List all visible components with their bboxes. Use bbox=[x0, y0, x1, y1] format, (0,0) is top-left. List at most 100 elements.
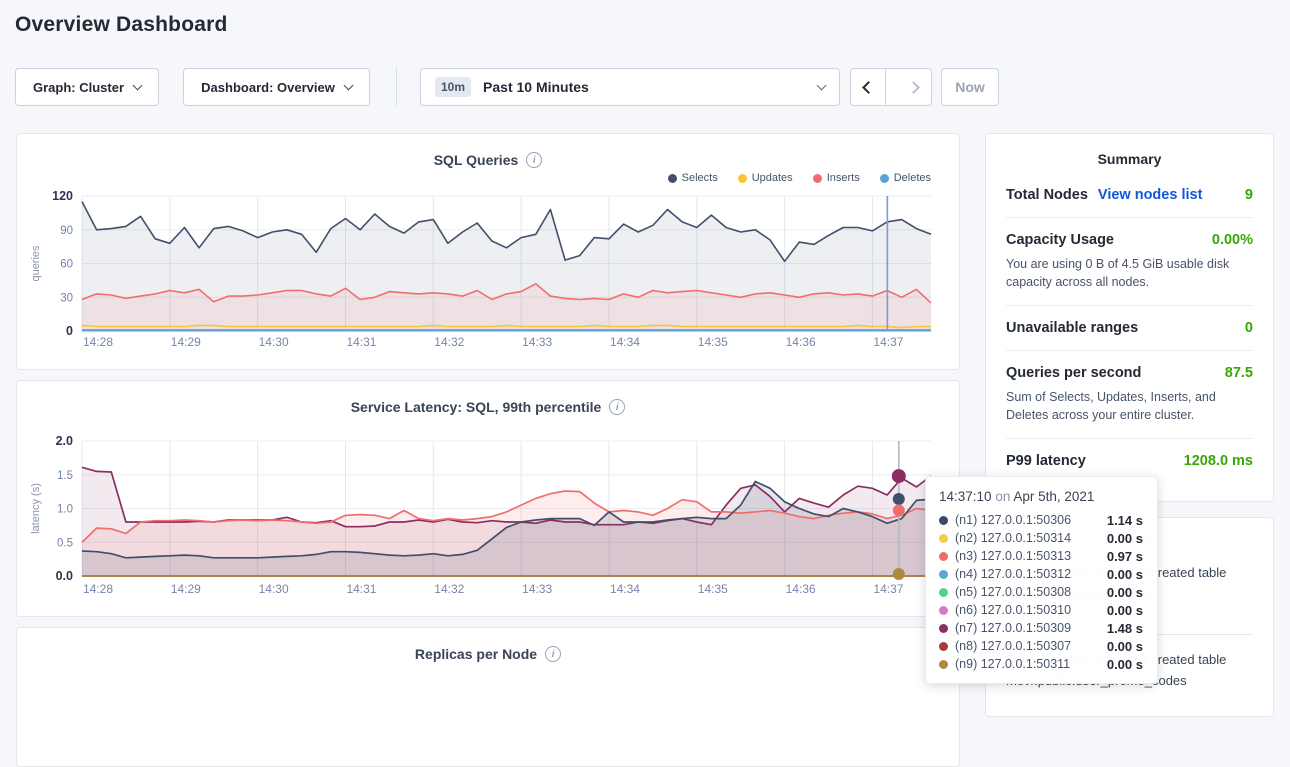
dashboard-dropdown-label: Dashboard: Overview bbox=[201, 79, 335, 95]
next-range-button[interactable] bbox=[896, 69, 931, 105]
svg-text:14:37: 14:37 bbox=[873, 335, 903, 349]
summary-label: Total Nodes bbox=[1006, 187, 1088, 203]
view-nodes-list-link[interactable]: View nodes list bbox=[1097, 187, 1203, 203]
svg-text:14:29: 14:29 bbox=[171, 582, 201, 596]
tooltip-node-label: (n5) 127.0.0.1:50308 bbox=[955, 585, 1072, 599]
svg-text:14:30: 14:30 bbox=[259, 335, 289, 349]
divider bbox=[1006, 438, 1253, 439]
sql-queries-panel: SQL Queries i Selects Updates Inserts Delet… bbox=[16, 133, 960, 370]
graph-dropdown-label: Graph: Cluster bbox=[32, 79, 124, 95]
tooltip-node-row: (n5) 127.0.0.1:50308 0.00 s bbox=[939, 583, 1143, 601]
legend-item: Updates bbox=[737, 172, 793, 184]
dashboard-dropdown[interactable]: Dashboard: Overview bbox=[183, 68, 370, 106]
series-color-dot bbox=[939, 659, 948, 669]
svg-text:14:31: 14:31 bbox=[346, 582, 376, 596]
chevron-right-icon bbox=[907, 80, 920, 94]
series-color-dot bbox=[939, 605, 948, 615]
series-color-dot bbox=[939, 515, 948, 525]
divider bbox=[1006, 350, 1253, 351]
chevron-down-icon bbox=[816, 80, 827, 90]
summary-value: 87.5 bbox=[1224, 365, 1253, 381]
page-title: Overview Dashboard bbox=[15, 13, 228, 36]
svg-text:120: 120 bbox=[52, 189, 73, 203]
info-icon[interactable]: i bbox=[526, 152, 543, 168]
svg-text:14:30: 14:30 bbox=[259, 582, 289, 596]
summary-label: Unavailable ranges bbox=[1006, 320, 1139, 336]
legend-item: Selects bbox=[667, 172, 718, 184]
time-range-badge: 10m bbox=[435, 77, 472, 97]
svg-text:14:35: 14:35 bbox=[698, 335, 728, 349]
tooltip-node-value: 1.48 s bbox=[1106, 620, 1143, 636]
tooltip-node-row: (n6) 127.0.0.1:50310 0.00 s bbox=[939, 601, 1143, 619]
tooltip-timestamp: 14:37:10 on Apr 5th, 2021 bbox=[939, 489, 1095, 504]
legend-item: Inserts bbox=[812, 172, 860, 184]
legend-item: Deletes bbox=[879, 172, 931, 184]
summary-row-capacity: Capacity Usage 0.00% bbox=[1006, 232, 1253, 248]
toolbar-divider bbox=[396, 68, 397, 106]
svg-text:90: 90 bbox=[60, 225, 73, 237]
chevron-left-icon bbox=[861, 80, 875, 94]
summary-value: 0.00% bbox=[1211, 232, 1253, 248]
summary-value: 0 bbox=[1244, 320, 1253, 336]
svg-text:14:33: 14:33 bbox=[522, 335, 552, 349]
svg-text:0: 0 bbox=[66, 324, 73, 338]
summary-label: Queries per second bbox=[1006, 365, 1142, 381]
tooltip-node-label: (n8) 127.0.0.1:50307 bbox=[955, 639, 1072, 653]
chevron-down-icon bbox=[343, 80, 354, 90]
svg-text:latency (s): latency (s) bbox=[30, 483, 42, 534]
chart-hover-tooltip: 14:37:10 on Apr 5th, 2021 (n1) 127.0.0.1… bbox=[925, 476, 1158, 684]
svg-text:2.0: 2.0 bbox=[56, 434, 73, 448]
tooltip-node-value: 1.14 s bbox=[1106, 512, 1143, 528]
tooltip-node-label: (n3) 127.0.0.1:50313 bbox=[955, 549, 1072, 563]
summary-value: 9 bbox=[1244, 187, 1253, 203]
sql-queries-chart[interactable]: 0 30 60 90 120 14:28 14:29 14:30 14:31 14:32 14:33… bbox=[17, 188, 959, 354]
tooltip-node-label: (n2) 127.0.0.1:50314 bbox=[955, 531, 1072, 545]
service-latency-chart[interactable]: 0.0 0.5 1.0 1.5 2.0 14:28 14:29 14:30 14:31 14:32… bbox=[17, 427, 959, 613]
legend-dot bbox=[879, 173, 889, 183]
svg-text:14:35: 14:35 bbox=[698, 582, 728, 596]
summary-subtext: Sum of Selects, Updates, Inserts, and De… bbox=[1006, 390, 1216, 422]
tooltip-node-value: 0.00 s bbox=[1106, 566, 1143, 582]
tooltip-node-label: (n6) 127.0.0.1:50310 bbox=[955, 603, 1072, 617]
svg-text:14:37: 14:37 bbox=[873, 582, 903, 596]
svg-text:1.5: 1.5 bbox=[57, 470, 73, 482]
series-color-dot bbox=[939, 533, 948, 543]
series-color-dot bbox=[939, 641, 948, 651]
summary-subtext: You are using 0 B of 4.5 GiB usable disk… bbox=[1006, 257, 1230, 289]
summary-row-p99: P99 latency 1208.0 ms bbox=[1006, 453, 1253, 469]
series-color-dot bbox=[939, 569, 948, 579]
time-range-selector[interactable]: 10m Past 10 Minutes bbox=[420, 68, 840, 106]
summary-value: 1208.0 ms bbox=[1183, 453, 1253, 469]
graph-dropdown[interactable]: Graph: Cluster bbox=[15, 68, 159, 106]
svg-text:14:34: 14:34 bbox=[610, 582, 640, 596]
legend-dot bbox=[667, 173, 677, 183]
prev-range-button[interactable] bbox=[851, 69, 887, 105]
info-icon[interactable]: i bbox=[609, 399, 626, 415]
tooltip-node-row: (n2) 127.0.0.1:50314 0.00 s bbox=[939, 529, 1143, 547]
sql-queries-legend: Selects Updates Inserts Deletes bbox=[17, 170, 959, 186]
tooltip-node-label: (n9) 127.0.0.1:50311 bbox=[955, 657, 1071, 671]
time-range-label: Past 10 Minutes bbox=[483, 79, 589, 95]
tooltip-node-label: (n7) 127.0.0.1:50309 bbox=[955, 621, 1072, 635]
summary-label: P99 latency bbox=[1006, 453, 1086, 469]
svg-text:14:29: 14:29 bbox=[171, 335, 201, 349]
replicas-per-node-title: Replicas per Node bbox=[414, 646, 538, 662]
time-range-arrows bbox=[850, 68, 932, 106]
svg-text:14:31: 14:31 bbox=[346, 335, 376, 349]
divider bbox=[1006, 305, 1253, 306]
info-icon[interactable]: i bbox=[545, 646, 562, 662]
sql-queries-title: SQL Queries bbox=[433, 152, 519, 168]
legend-dot bbox=[812, 173, 822, 183]
svg-text:14:36: 14:36 bbox=[786, 335, 816, 349]
svg-text:0.0: 0.0 bbox=[56, 569, 73, 583]
svg-text:14:32: 14:32 bbox=[434, 335, 464, 349]
series-color-dot bbox=[939, 551, 948, 561]
tooltip-node-row: (n8) 127.0.0.1:50307 0.00 s bbox=[939, 637, 1143, 655]
tooltip-node-row: (n3) 127.0.0.1:50313 0.97 s bbox=[939, 547, 1143, 565]
svg-text:14:28: 14:28 bbox=[83, 335, 113, 349]
now-button[interactable]: Now bbox=[941, 68, 999, 106]
service-latency-title: Service Latency: SQL, 99th percentile bbox=[350, 399, 602, 415]
tooltip-node-row: (n9) 127.0.0.1:50311 0.00 s bbox=[939, 655, 1143, 673]
divider bbox=[1006, 217, 1253, 218]
service-latency-panel: Service Latency: SQL, 99th percentile i … bbox=[16, 380, 960, 617]
